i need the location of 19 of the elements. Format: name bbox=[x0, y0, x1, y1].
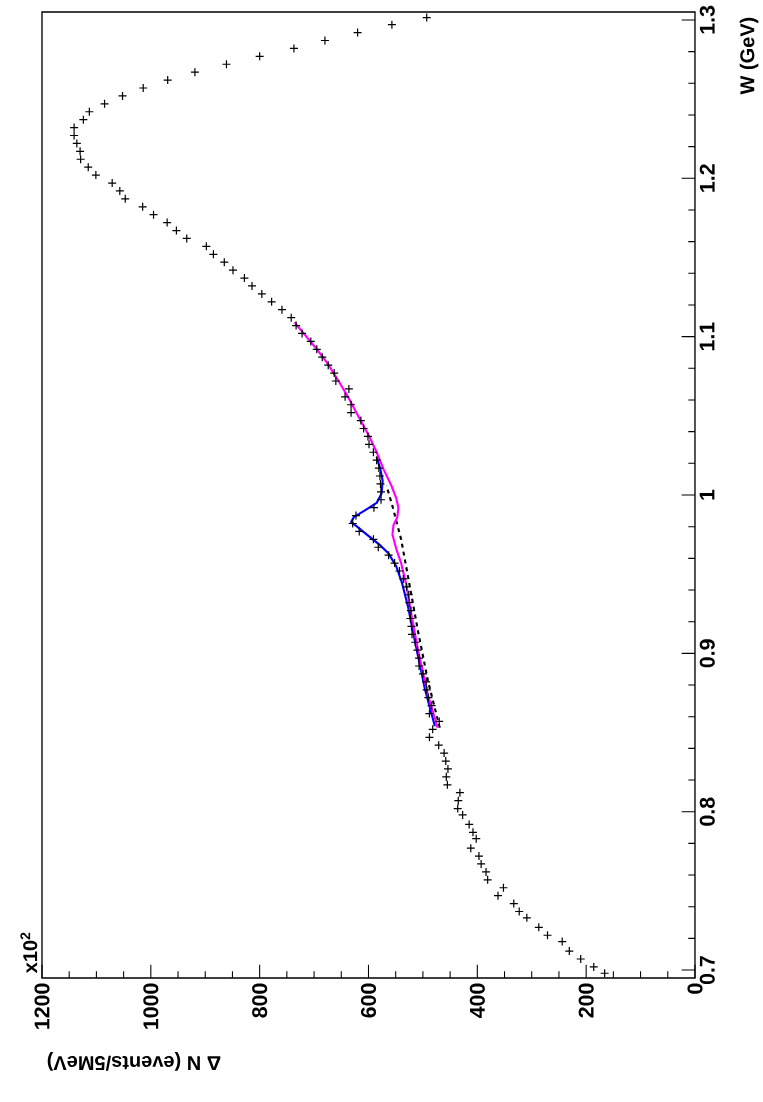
text: x10$^{2}$ bbox=[20, 932, 38, 974]
y-tick-label: 0.8 bbox=[699, 797, 715, 826]
x-tick-label: 200 bbox=[578, 983, 594, 1018]
x-tick-label: 800 bbox=[252, 983, 268, 1018]
line-series bbox=[350, 455, 436, 728]
y-tick-label: 1.1 bbox=[699, 322, 715, 351]
y-tick-label: 1 bbox=[699, 489, 715, 500]
y-tick-label: 0.7 bbox=[699, 956, 715, 985]
x-tick-label: 1000 bbox=[143, 983, 159, 1029]
line-series bbox=[293, 321, 439, 729]
x-axis-title: Δ N (events/5MeV) bbox=[47, 1052, 221, 1071]
y-tick-label: 1.3 bbox=[699, 5, 715, 34]
y-axis-title: W (GeV) bbox=[739, 17, 759, 95]
x-tick-label: 0 bbox=[687, 983, 703, 994]
x-tick-label: 1200 bbox=[34, 983, 50, 1029]
x-tick-label: 600 bbox=[360, 983, 377, 1018]
x-tick-label: 400 bbox=[469, 983, 485, 1018]
y-tick-label: 1.2 bbox=[699, 164, 715, 192]
y-tick-label: 0.9 bbox=[699, 639, 715, 668]
